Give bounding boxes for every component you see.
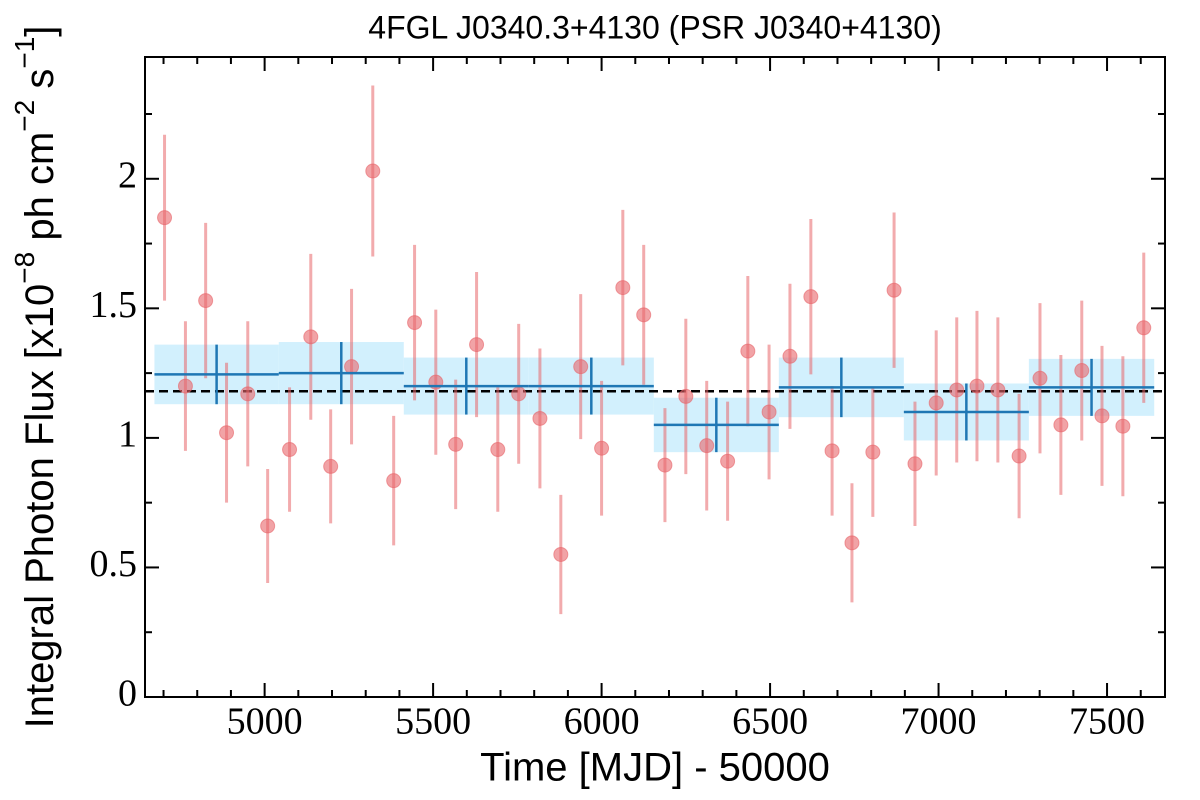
data-point: [407, 315, 423, 331]
y-tick-label: 1.5: [90, 284, 138, 326]
data-point: [219, 425, 235, 441]
y-label-part: s: [18, 69, 62, 100]
data-point: [761, 404, 777, 420]
data-point: [198, 293, 214, 309]
data-point: [636, 307, 652, 323]
data-point: [928, 395, 944, 411]
data-point: [969, 378, 985, 394]
data-point: [1136, 320, 1152, 336]
data-point: [260, 518, 276, 534]
data-point: [157, 210, 173, 226]
data-point: [303, 329, 319, 345]
data-point: [699, 438, 715, 454]
y-label-superscript: −2: [9, 100, 40, 132]
y-label-superscript: −8: [9, 252, 40, 284]
data-point: [782, 348, 798, 364]
data-point: [365, 163, 381, 179]
x-tick-label: 5500: [395, 701, 471, 743]
y-label-part: ph cm: [18, 132, 62, 252]
data-point: [1115, 418, 1131, 434]
data-point: [1053, 417, 1069, 433]
data-point: [803, 289, 819, 305]
data-point: [1094, 408, 1110, 424]
data-point: [490, 442, 506, 458]
data-point: [469, 337, 485, 353]
y-tick-label: 0.5: [90, 543, 138, 585]
plot-frame: [144, 56, 1166, 698]
data-point: [1032, 370, 1048, 386]
data-point: [448, 436, 464, 452]
y-axis-label: Integral Photon Flux [x10−8 ph cm−2 s−1]: [9, 26, 62, 729]
data-point: [1074, 363, 1090, 379]
x-tick-label: 7500: [1069, 701, 1145, 743]
y-tick-label: 2: [118, 155, 137, 197]
data-point: [990, 382, 1006, 398]
data-point: [323, 458, 339, 474]
data-point: [532, 410, 548, 426]
y-tick-label: 1: [118, 414, 137, 456]
data-point: [949, 382, 965, 398]
data-point: [282, 442, 298, 458]
data-point: [657, 457, 673, 473]
x-tick-label: 5000: [227, 701, 303, 743]
data-point: [720, 453, 736, 469]
data-point: [865, 444, 881, 460]
data-point: [553, 546, 569, 562]
data-point: [177, 378, 193, 394]
y-label-part: Integral Photon Flux [x10: [18, 284, 62, 729]
x-tick-label: 7000: [901, 701, 977, 743]
data-point: [594, 440, 610, 456]
x-tick-label: 6500: [732, 701, 808, 743]
data-point: [240, 386, 256, 402]
data-point: [511, 386, 527, 402]
data-point: [573, 359, 589, 375]
data-point: [386, 473, 402, 489]
data-point: [740, 343, 756, 359]
y-label-superscript: −1: [9, 37, 40, 69]
y-label-part: ]: [18, 26, 62, 37]
data-point: [678, 388, 694, 404]
data-point: [1011, 448, 1027, 464]
data-point: [844, 535, 860, 551]
x-axis-label: Time [MJD] - 50000: [480, 746, 830, 790]
y-tick-label: 0: [118, 673, 137, 715]
x-tick-label: 6000: [564, 701, 640, 743]
data-point: [344, 359, 360, 375]
data-point: [886, 282, 902, 298]
data-point: [907, 456, 923, 472]
chart-title: 4FGL J0340.3+4130 (PSR J0340+4130): [368, 9, 941, 45]
data-point: [824, 443, 840, 459]
data-point: [615, 280, 631, 296]
